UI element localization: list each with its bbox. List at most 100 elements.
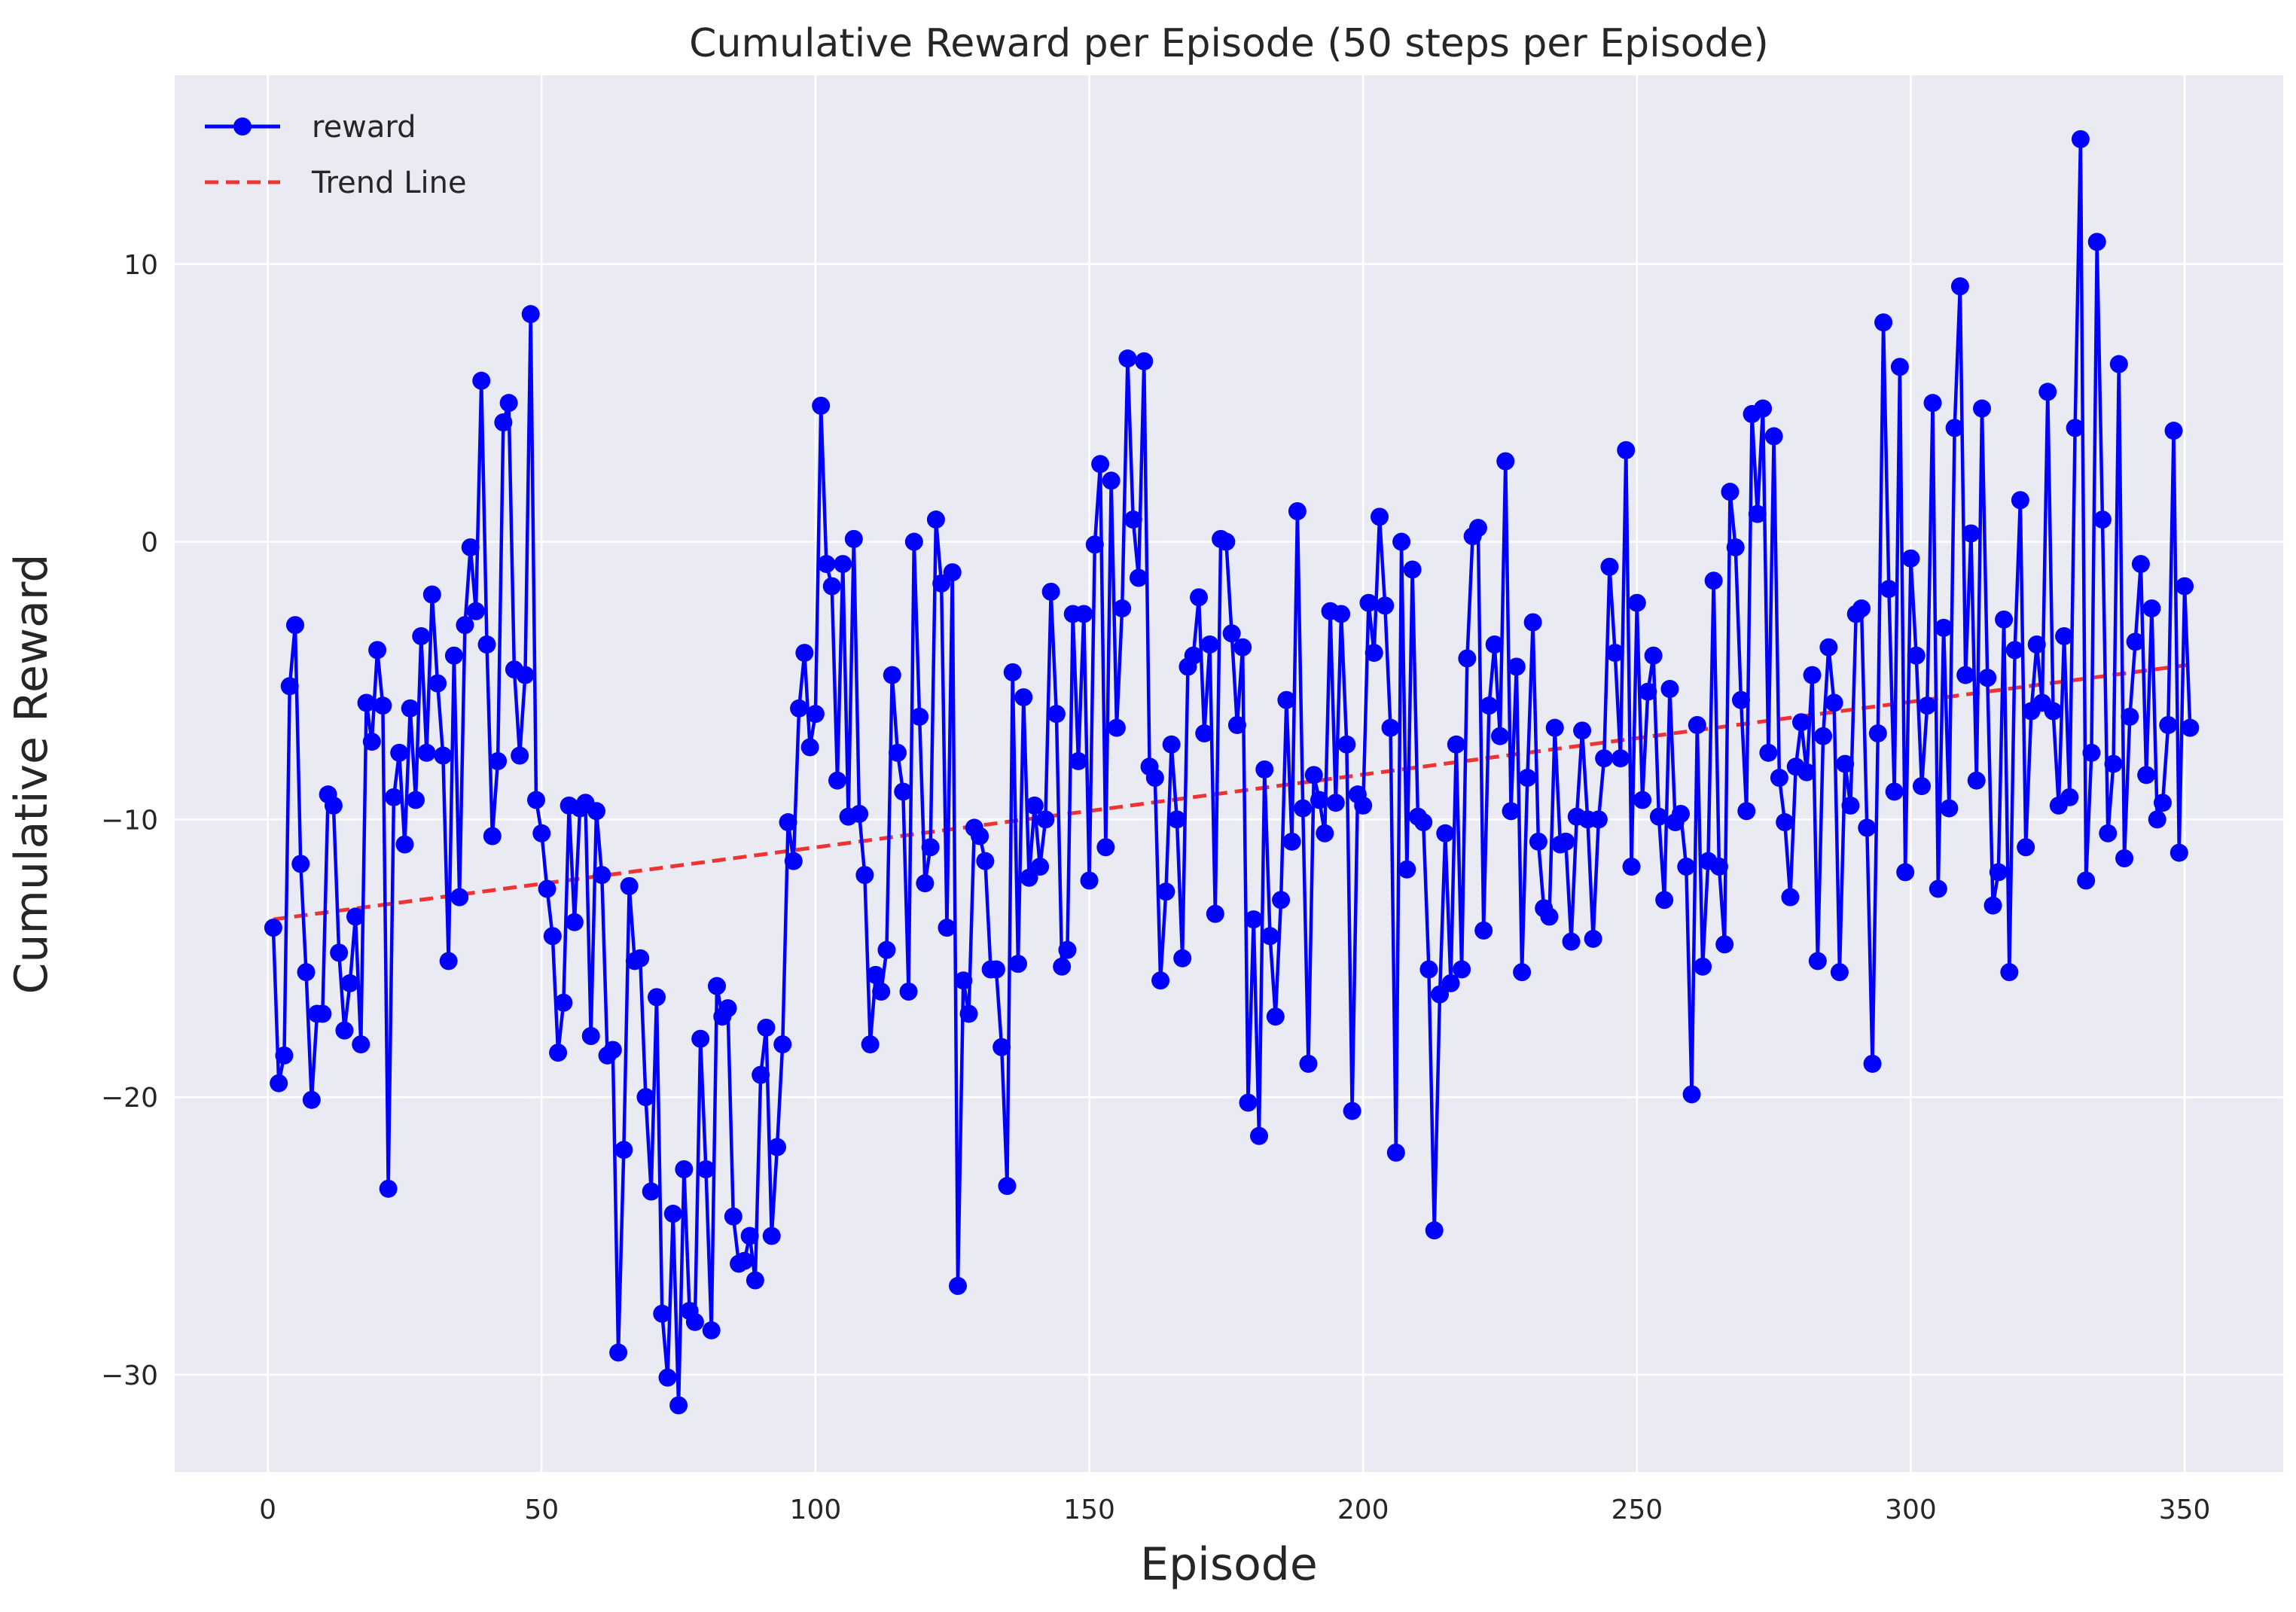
y-tick-label: −20: [101, 1083, 158, 1114]
x-tick-label: 0: [259, 1495, 276, 1525]
reward-point: [992, 1038, 1011, 1056]
reward-point: [357, 693, 376, 712]
reward-point: [2115, 849, 2134, 867]
y-tick-labels: −30 −20 −10 0 10: [101, 250, 158, 1391]
reward-point: [472, 371, 491, 390]
y-tick-label: −10: [101, 805, 158, 836]
reward-point: [521, 305, 540, 324]
reward-point: [1885, 782, 1904, 801]
reward-point: [1573, 721, 1592, 740]
reward-point: [1890, 358, 1909, 376]
reward-point: [1770, 769, 1788, 788]
reward-point: [362, 733, 381, 751]
reward-point: [910, 707, 929, 726]
reward-point: [718, 999, 737, 1018]
reward-point: [889, 743, 907, 762]
reward-point: [1135, 352, 1154, 370]
reward-point: [1381, 718, 1400, 737]
reward-point: [752, 1065, 770, 1084]
reward-point: [499, 394, 518, 413]
reward-point: [861, 1035, 880, 1054]
reward-point: [450, 888, 469, 907]
reward-point: [817, 555, 836, 574]
reward-point: [1989, 863, 2008, 882]
reward-point: [417, 743, 436, 762]
reward-point: [1776, 813, 1794, 832]
reward-point: [2055, 626, 2074, 645]
reward-point: [631, 949, 650, 968]
reward-point: [2044, 702, 2063, 721]
reward-point: [1047, 705, 1066, 724]
x-axis-title: Episode: [1140, 1538, 1318, 1591]
reward-point: [2011, 491, 2029, 510]
reward-point: [2071, 130, 2090, 148]
legend-trend-label: Trend Line: [311, 166, 467, 200]
reward-point: [1726, 538, 1745, 556]
reward-point: [1480, 696, 1499, 715]
legend-reward-marker: [233, 117, 252, 136]
reward-point: [1294, 799, 1313, 818]
reward-point: [1282, 832, 1301, 851]
reward-point: [412, 626, 431, 645]
reward-point: [1896, 863, 1915, 882]
reward-point: [1425, 1221, 1444, 1240]
reward-point: [724, 1207, 742, 1226]
reward-point: [1901, 549, 1920, 568]
reward-point: [1874, 313, 1893, 332]
reward-point: [959, 1004, 978, 1023]
reward-point: [1485, 635, 1504, 654]
reward-point: [1709, 858, 1728, 876]
reward-point: [1468, 519, 1487, 538]
reward-point: [1190, 588, 1208, 607]
reward-point: [2017, 838, 2035, 857]
reward-point: [1819, 638, 1838, 657]
reward-point: [1096, 838, 1115, 857]
reward-point: [1009, 955, 1027, 974]
reward-point: [1956, 666, 1975, 684]
reward-point: [2000, 963, 2019, 982]
reward-point: [1244, 910, 1263, 929]
reward-point: [1557, 832, 1575, 851]
reward-point: [1014, 688, 1033, 707]
reward-point: [1332, 605, 1351, 623]
reward-point: [1419, 960, 1438, 979]
reward-point: [921, 838, 940, 857]
reward-point: [1764, 427, 1783, 446]
reward-point: [2099, 824, 2118, 843]
reward-point: [1639, 682, 1657, 701]
reward-point: [554, 993, 573, 1012]
reward-point: [1239, 1093, 1258, 1112]
reward-point: [2087, 233, 2106, 251]
reward-point: [1167, 810, 1186, 829]
reward-point: [1003, 663, 1022, 681]
reward-point: [352, 1035, 370, 1054]
reward-point: [1025, 796, 1044, 815]
reward-point: [1058, 940, 1077, 959]
reward-point: [401, 699, 419, 718]
legend-reward-label: reward: [312, 110, 416, 145]
reward-point: [1940, 799, 1959, 818]
reward-point: [1151, 971, 1170, 990]
chart-title: Cumulative Reward per Episode (50 steps …: [689, 21, 1769, 66]
reward-point: [2082, 743, 2101, 762]
reward-point: [422, 585, 441, 604]
reward-point: [850, 804, 869, 823]
reward-point: [1496, 452, 1515, 471]
reward-point: [1403, 560, 1422, 579]
x-tick-label: 350: [2159, 1495, 2211, 1525]
reward-point: [461, 538, 480, 556]
reward-point: [1069, 751, 1087, 770]
reward-point: [642, 1182, 660, 1201]
reward-point: [1682, 1085, 1701, 1104]
reward-point: [1458, 649, 1477, 668]
reward-point: [1672, 804, 1690, 823]
reward-point: [757, 1018, 776, 1037]
x-tick-label: 250: [1611, 1495, 1663, 1525]
reward-point: [1797, 763, 1816, 782]
reward-point: [1858, 818, 1877, 837]
reward-point: [949, 1276, 967, 1295]
reward-point: [1562, 932, 1581, 951]
reward-point: [1173, 949, 1192, 968]
reward-point: [697, 1160, 715, 1179]
